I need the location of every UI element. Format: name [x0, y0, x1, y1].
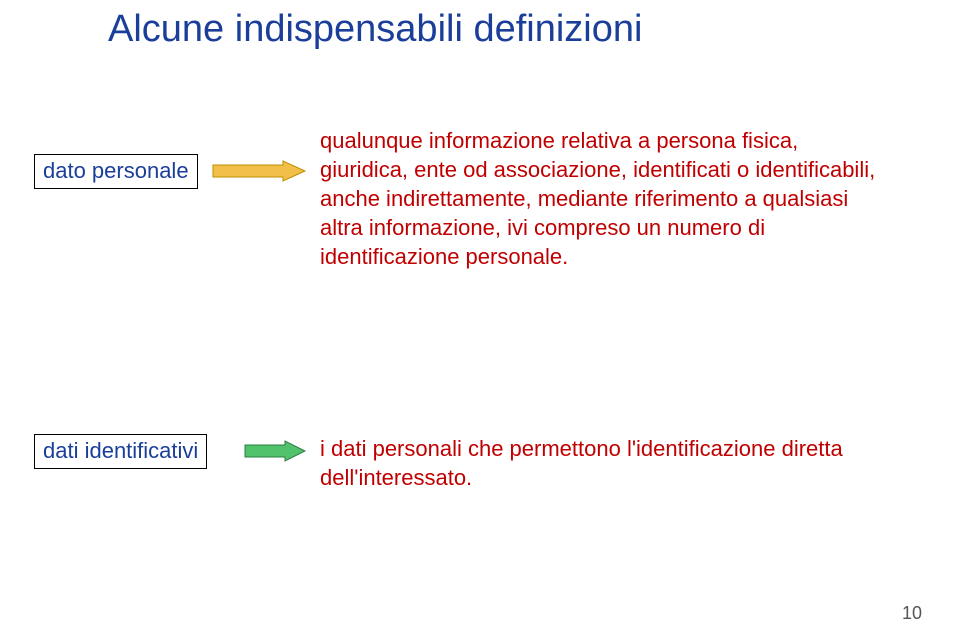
arrow-icon [245, 441, 305, 461]
term-label: dati identificativi [43, 438, 198, 463]
arrow-shape [213, 161, 305, 181]
term-label: dato personale [43, 158, 189, 183]
arrow-shape [245, 441, 305, 461]
arrow-icon [213, 161, 305, 181]
definition-text: i dati personali che permettono l'identi… [320, 434, 890, 492]
definition-text: qualunque informazione relativa a person… [320, 126, 890, 271]
term-box-dato-personale: dato personale [34, 154, 198, 189]
slide-title: Alcune indispensabili definizioni [108, 8, 642, 51]
page-number: 10 [902, 603, 922, 624]
term-box-dati-identificativi: dati identificativi [34, 434, 207, 469]
